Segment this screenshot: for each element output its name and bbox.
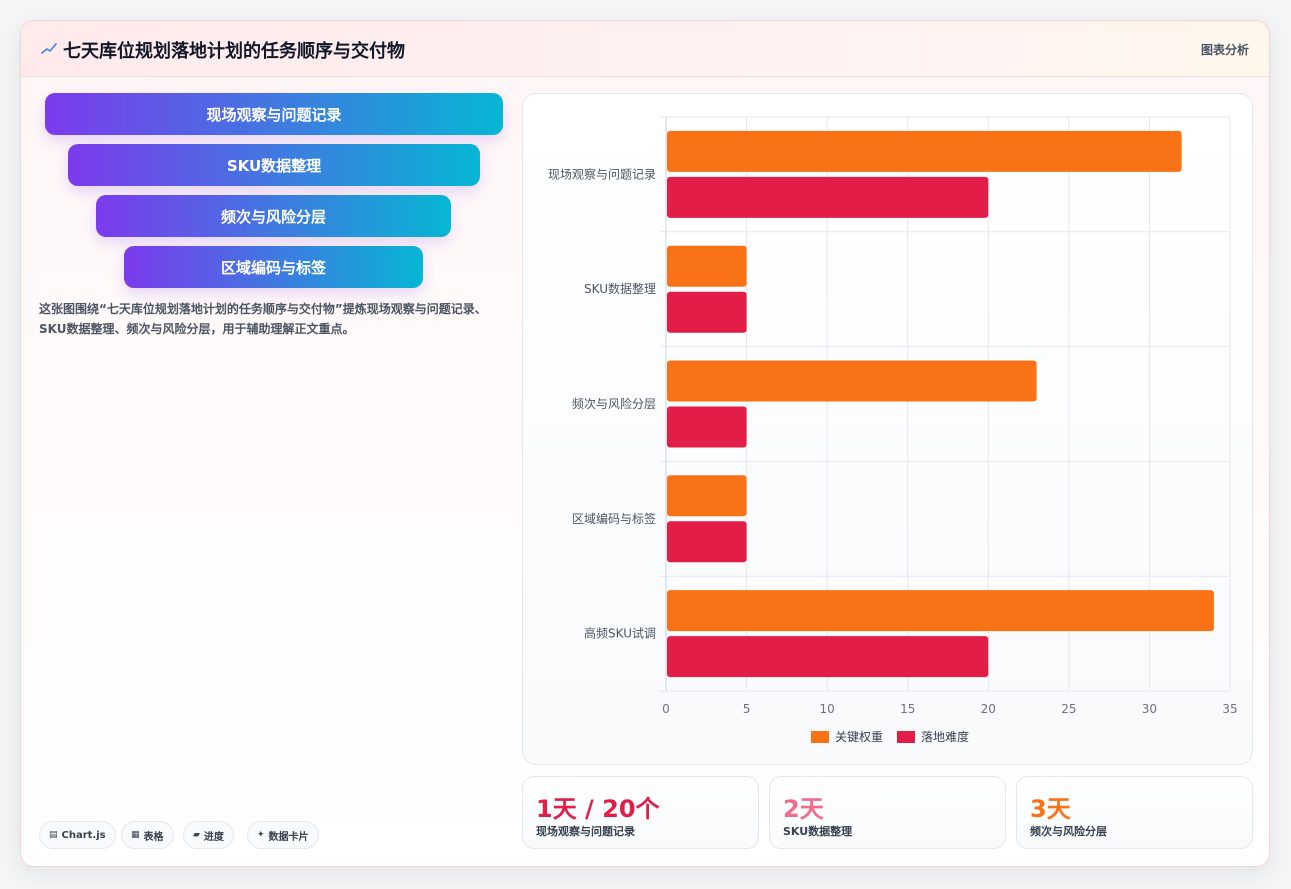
y-tick-label: SKU数据整理: [584, 281, 656, 296]
funnel-step-label: 频次与风险分层: [220, 207, 326, 226]
chip-label: 进度: [203, 831, 224, 843]
chip-label: Chart.js: [61, 829, 106, 841]
bar-difficulty: [667, 176, 989, 218]
x-tick-label: 20: [981, 702, 996, 716]
x-tick-label: 15: [900, 702, 915, 716]
funnel-step-label: SKU数据整理: [226, 156, 322, 175]
bar-weight: [667, 360, 1037, 402]
legend-label: 落地难度: [921, 729, 969, 744]
y-tick-label: 高频SKU试调: [584, 626, 656, 641]
legend-label: 关键权重: [835, 730, 883, 744]
stat-card-1: 1天 / 20个 现场观察与问题记录: [522, 776, 759, 849]
bar-weight: [667, 130, 1182, 172]
stat-label: 频次与风险分层: [1030, 825, 1107, 838]
header: 七天库位规划落地计划的任务顺序与交付物 图表分析: [21, 21, 1269, 77]
funnel-step-3: 频次与风险分层: [96, 195, 451, 237]
bar-chart: 0 5 10 15 20 25 30 35 现场观察与问题记录 SKU数据整理频次与风险分层区域编…: [548, 116, 1238, 744]
bar-difficulty: [667, 521, 747, 563]
bar-weight: [667, 245, 747, 287]
funnel-step-label: 区域编码与标签: [220, 258, 326, 277]
y-tick-label: 区域编码与标签: [572, 511, 656, 526]
sparkle-icon: ✦: [257, 830, 265, 840]
x-tick-label: 35: [1222, 702, 1237, 716]
stat-label: SKU数据整理: [783, 825, 853, 838]
stat-value: 1天 / 20个: [536, 795, 660, 823]
chip-progress[interactable]: ▰ 进度: [183, 821, 234, 849]
x-tick-label: 10: [820, 702, 835, 716]
x-tick-label: 25: [1061, 702, 1076, 716]
y-tick-label: 现场观察与问题记录: [548, 167, 656, 181]
y-tick-label: 频次与风险分层: [572, 396, 656, 411]
x-tick-label: 5: [743, 702, 751, 716]
legend-swatch: [811, 731, 829, 743]
chart-analysis-tag: 图表分析: [1200, 43, 1249, 57]
stat-value: 3天: [1030, 795, 1071, 823]
x-tick-label: 30: [1142, 702, 1157, 716]
progress-icon: ▰: [193, 830, 200, 840]
chip-label: 表格: [143, 831, 164, 843]
chip-chartjs[interactable]: ▤ Chart.js: [39, 821, 116, 849]
chip-data-card[interactable]: ✦ 数据卡片: [247, 821, 319, 849]
bar-weight: [667, 590, 1214, 632]
stat-card-3: 3天 频次与风险分层: [1016, 776, 1253, 849]
stat-value: 2天: [783, 795, 824, 823]
legend-swatch: [897, 731, 915, 743]
page-title: 七天库位规划落地计划的任务顺序与交付物: [63, 41, 405, 62]
chip-label: 数据卡片: [268, 831, 309, 843]
main-card: 七天库位规划落地计划的任务顺序与交付物 图表分析 现场观察与问题记录 SKU数据…: [20, 20, 1270, 867]
bar-difficulty: [667, 636, 989, 678]
bar-weight: [667, 475, 747, 517]
trend-line-icon: [41, 43, 57, 54]
bar-difficulty: [667, 291, 747, 333]
x-tick-label: 0: [662, 702, 670, 716]
funnel-step-1: 现场观察与问题记录: [45, 93, 503, 135]
chart-icon: ▤: [49, 830, 58, 840]
chip-table[interactable]: ▦ 表格: [121, 821, 174, 849]
chart-panel: 0 5 10 15 20 25 30 35 现场观察与问题记录 SKU数据整理频次与风险分层 区域编…: [522, 93, 1253, 765]
funnel-step-2: SKU数据整理: [68, 144, 480, 186]
bar-difficulty: [667, 406, 747, 448]
funnel-step-label: 现场观察与问题记录: [206, 105, 342, 124]
table-icon: ▦: [131, 830, 140, 840]
funnel-step-4: 区域编码与标签: [124, 246, 423, 288]
chart-description: 这张图围绕“七天库位规划落地计划的任务顺序与交付物”提炼现场观察与问题记录、SK…: [39, 302, 487, 336]
stat-card-2: 2天 SKU数据整理: [769, 776, 1006, 849]
stat-label: 现场观察与问题记录: [536, 825, 635, 838]
